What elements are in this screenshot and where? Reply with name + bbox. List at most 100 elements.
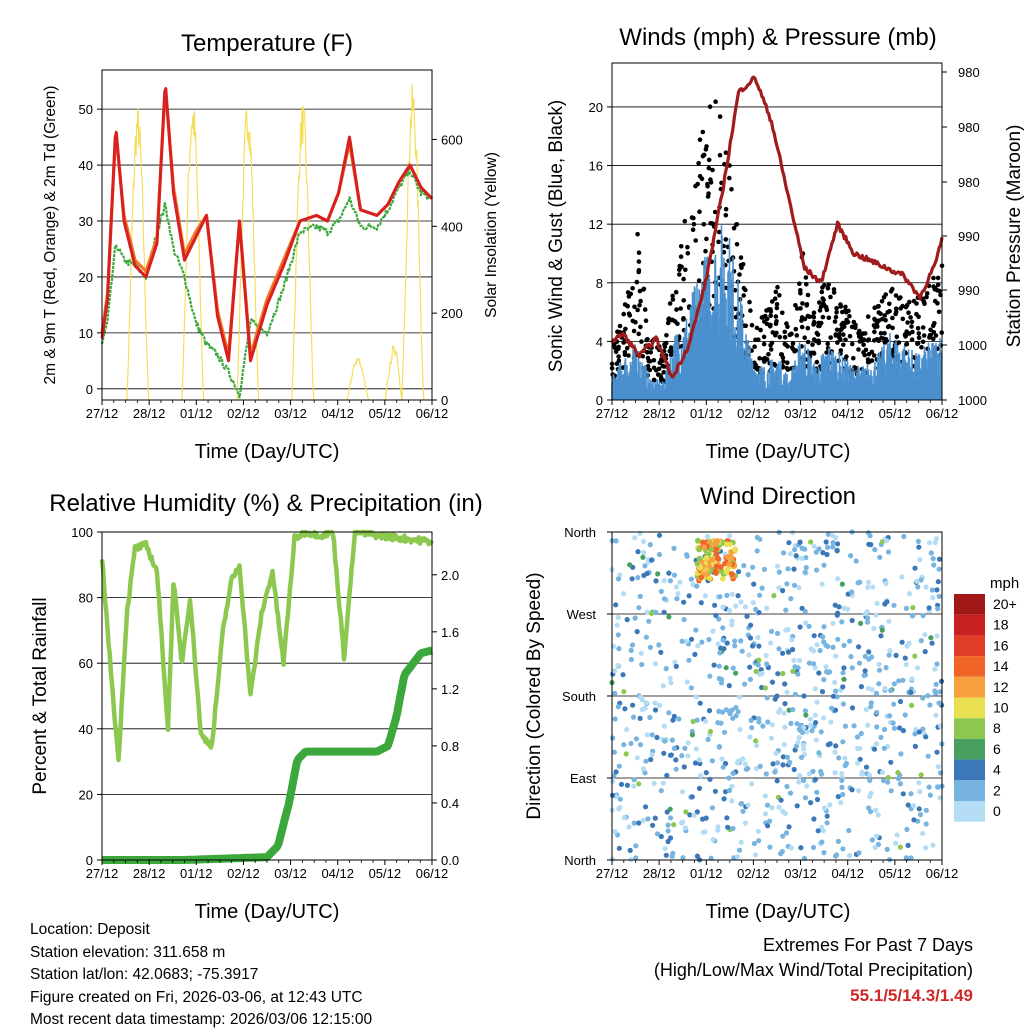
direction-point [759,585,765,591]
gust-point [887,301,892,307]
direction-point [611,749,618,755]
gust-point [756,337,761,343]
gust-point [908,315,913,320]
x-tick-label-02-12: 02/12 [737,406,770,421]
gust-point [690,227,696,232]
humidity-title: Relative Humidity (%) & Precipitation (i… [49,490,482,517]
gust-point [768,347,774,352]
direction-point [911,803,917,809]
gust-point [670,293,675,299]
direction-point [923,845,929,851]
gust-point [905,320,910,325]
gust-point [802,316,808,322]
direction-point [926,540,933,546]
direction-point [812,776,819,782]
direction-point [934,633,940,639]
direction-point [823,664,829,670]
direction-point [926,605,932,611]
direction-point [649,732,655,738]
direction-point [916,780,922,786]
gust-point [790,341,796,346]
direction-point [786,824,792,830]
direction-point [928,635,934,641]
gust-point [821,302,827,308]
direction-point [756,609,762,616]
direction-point [782,681,788,687]
legend-label-20plus: 20+ [993,596,1017,612]
gust-point [805,325,811,331]
direction-point [631,777,637,783]
gust-point [921,333,927,338]
direction-point [853,558,859,564]
direction-point [621,689,627,695]
gust-point [828,294,833,300]
direction-point [778,797,784,803]
gust-point [925,291,930,296]
direction-point [918,577,924,583]
solar-y-label: Solar Insolation (Yellow) [483,152,500,318]
direction-point [910,605,916,611]
x-tick-label-01-12: 01/12 [180,866,213,881]
gust-point [817,300,822,305]
direction-point [782,724,788,730]
direction-point [685,753,691,759]
direction-point [615,614,621,621]
gust-point [894,334,900,340]
direction-point [866,772,873,778]
gust-point [859,338,864,344]
direction-point [809,728,815,734]
gust-point [885,310,890,315]
gust-point [815,332,821,337]
legend-swatch-16 [954,635,985,657]
direction-point [801,693,807,699]
direction-point [690,718,696,725]
direction-point [814,796,821,803]
direction-point [725,824,731,830]
wind-y-tick-label-8: 8 [596,276,603,291]
gust-point [697,209,702,214]
direction-point [617,805,623,811]
direction-point [904,643,910,649]
direction-point [763,652,769,659]
direction-point [649,557,655,563]
gust-point [872,338,877,343]
direction-point [899,574,905,580]
direction-point-strong [723,569,729,575]
direction-point [774,778,780,784]
x-tick-label-27-12: 27/12 [86,866,119,881]
direction-point [780,588,786,594]
direction-point [788,596,794,602]
recent-text: Most recent data timestamp: 2026/03/06 1… [30,1011,373,1029]
speed-legend: mph 20+ 18 16 14 12 10 8 6 4 2 0 [954,575,1019,822]
direction-point [667,752,674,758]
gust-point [834,306,839,311]
direction-point [615,662,621,669]
direction-point [916,806,922,812]
winds-panel: Winds (mph) & Pressure (mb) 0 4 8 12 16 20 10… [546,24,1024,463]
direction-point [688,685,695,691]
gust-point [761,341,767,347]
gust-point [723,213,729,218]
legend-swatch-8 [954,718,985,739]
direction-point [740,756,746,762]
direction-point [670,717,676,723]
direction-point [933,690,939,696]
direction-point [829,705,835,711]
latlon-text: Station lat/lon: 42.0683; -75.3917 [30,966,259,984]
direction-point [790,646,796,653]
direction-point [734,854,741,860]
direction-point [705,736,711,743]
gust-point [904,341,910,347]
precip-y-tick-label-0.0: 0.0 [441,853,459,868]
direction-point [806,660,813,666]
direction-point [817,647,823,654]
direction-point [764,695,770,701]
direction-point [849,705,856,711]
direction-point [611,773,617,779]
direction-point [682,745,688,751]
gust-point [790,346,796,352]
direction-point [624,617,630,623]
direction-point [666,614,672,620]
humidity-gridlines [102,531,432,861]
direction-point [865,584,871,590]
